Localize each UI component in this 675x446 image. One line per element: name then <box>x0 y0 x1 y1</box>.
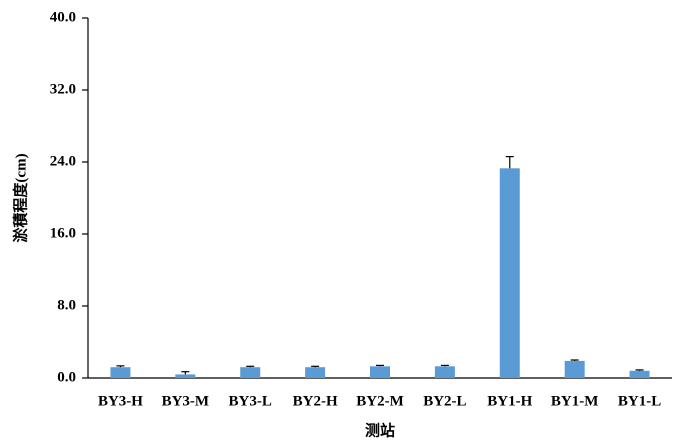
x-tick-label: BY1-H <box>487 393 532 409</box>
error-bar <box>181 371 190 375</box>
x-tick-label: BY2-L <box>423 393 466 409</box>
error-bar <box>311 365 320 368</box>
error-bar <box>246 365 255 368</box>
x-tick-label: BY3-M <box>162 393 210 409</box>
bar <box>499 168 520 378</box>
y-tick-label: 16.0 <box>50 225 76 241</box>
y-tick-label: 8.0 <box>57 297 76 313</box>
error-bar <box>116 365 125 368</box>
x-tick-label: BY1-L <box>618 393 661 409</box>
bar <box>240 367 261 378</box>
error-bar <box>376 364 384 367</box>
x-tick-label: BY1-M <box>551 393 599 409</box>
y-tick-label: 40.0 <box>50 9 76 25</box>
error-bar <box>635 369 644 371</box>
x-axis-title: 测站 <box>365 421 395 439</box>
bar <box>434 366 455 378</box>
y-tick-label: 32.0 <box>50 81 76 97</box>
x-tick-label: BY2-H <box>293 393 338 409</box>
error-bar <box>570 359 579 361</box>
x-tick-label: BY3-H <box>98 393 143 409</box>
bar <box>110 367 131 378</box>
bar <box>175 374 196 378</box>
y-tick-label: 24.0 <box>50 153 76 169</box>
error-bar <box>440 364 449 367</box>
error-bar <box>505 156 514 169</box>
bar <box>370 366 390 378</box>
y-axis-title: 淤積程度(cm) <box>11 153 29 242</box>
bar <box>305 367 326 378</box>
x-tick-label: BY2-M <box>356 393 404 409</box>
x-tick-label: BY3-L <box>229 393 272 409</box>
bar <box>564 360 585 378</box>
bar <box>629 370 650 378</box>
y-tick-label: 0.0 <box>57 369 76 385</box>
